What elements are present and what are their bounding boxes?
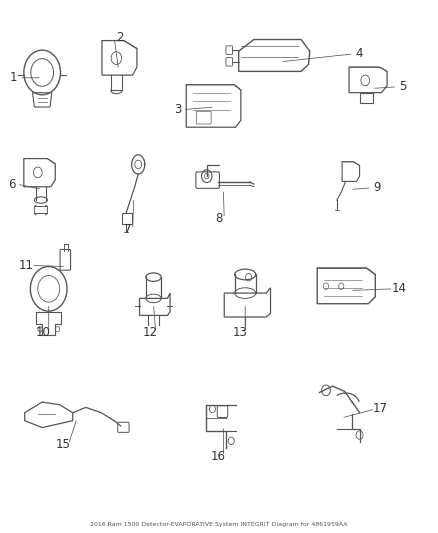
Text: 12: 12: [143, 326, 158, 340]
Text: 16: 16: [211, 450, 226, 463]
Text: 11: 11: [18, 259, 34, 272]
Text: 7: 7: [124, 223, 131, 236]
Text: 17: 17: [373, 402, 388, 415]
Text: 8: 8: [215, 212, 223, 225]
Text: 10: 10: [36, 326, 51, 340]
Text: 2016 Ram 1500 Detector-EVAPORATIVE System INTEGRIT Diagram for 4861959AA: 2016 Ram 1500 Detector-EVAPORATIVE Syste…: [90, 522, 348, 527]
Text: 9: 9: [373, 181, 381, 195]
Text: 6: 6: [8, 177, 15, 191]
Text: 4: 4: [355, 47, 363, 60]
Text: 15: 15: [56, 438, 71, 451]
Text: 5: 5: [399, 80, 406, 93]
Text: 13: 13: [233, 326, 247, 340]
Text: 1: 1: [10, 71, 18, 84]
Text: 2: 2: [116, 31, 123, 44]
Text: 14: 14: [392, 282, 406, 295]
Text: 3: 3: [174, 103, 181, 116]
